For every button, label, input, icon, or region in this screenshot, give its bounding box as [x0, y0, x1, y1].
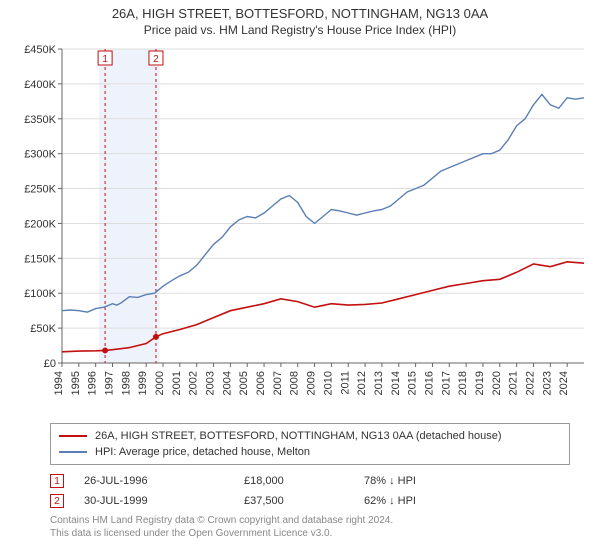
- svg-text:2017: 2017: [440, 371, 452, 395]
- svg-text:2000: 2000: [154, 371, 166, 395]
- svg-text:2002: 2002: [188, 371, 200, 395]
- svg-text:£400K: £400K: [24, 79, 56, 91]
- svg-text:2010: 2010: [322, 371, 334, 395]
- svg-text:2001: 2001: [171, 371, 183, 395]
- attribution-line-1: Contains HM Land Registry data © Crown c…: [50, 515, 586, 528]
- svg-text:1994: 1994: [53, 371, 65, 395]
- legend-swatch: [59, 435, 87, 437]
- svg-text:£300K: £300K: [24, 149, 56, 161]
- event-table: 1 26-JUL-1996 £18,000 78% ↓ HPI 2 30-JUL-1999…: [50, 471, 586, 511]
- svg-text:£250K: £250K: [24, 184, 56, 196]
- legend-row: 26A, HIGH STREET, BOTTESFORD, NOTTINGHAM…: [59, 428, 561, 444]
- svg-text:2016: 2016: [423, 371, 435, 395]
- svg-text:1997: 1997: [104, 371, 116, 395]
- event-point: [153, 334, 159, 340]
- event-price: £18,000: [244, 475, 344, 487]
- svg-text:2006: 2006: [255, 371, 267, 395]
- chart-subtitle: Price paid vs. HM Land Registry's House …: [10, 23, 590, 37]
- svg-text:2012: 2012: [356, 371, 368, 395]
- svg-text:2014: 2014: [390, 371, 402, 395]
- svg-text:2021: 2021: [508, 371, 520, 395]
- chart-container: £0 £50K £100K £150K £200K £250K £300K £350K £400…: [10, 43, 590, 413]
- svg-text:2024: 2024: [558, 371, 570, 395]
- svg-text:2008: 2008: [289, 371, 301, 395]
- chart-title: 26A, HIGH STREET, BOTTESFORD, NOTTINGHAM…: [10, 6, 590, 21]
- event-price: £37,500: [244, 495, 344, 507]
- attribution: Contains HM Land Registry data © Crown c…: [50, 515, 586, 540]
- svg-text:1995: 1995: [70, 371, 82, 395]
- legend-swatch: [59, 451, 87, 453]
- svg-text:1999: 1999: [137, 371, 149, 395]
- event-date: 26-JUL-1996: [84, 475, 224, 487]
- legend: 26A, HIGH STREET, BOTTESFORD, NOTTINGHAM…: [50, 423, 570, 465]
- svg-text:2022: 2022: [524, 371, 536, 395]
- svg-text:2011: 2011: [339, 371, 351, 395]
- svg-text:2009: 2009: [306, 371, 318, 395]
- legend-label: 26A, HIGH STREET, BOTTESFORD, NOTTINGHAM…: [95, 430, 502, 442]
- svg-text:£100K: £100K: [24, 288, 56, 300]
- svg-text:2: 2: [153, 54, 159, 65]
- event-marker-badge: 1: [50, 474, 64, 488]
- svg-text:2015: 2015: [407, 371, 419, 395]
- svg-text:£350K: £350K: [24, 114, 56, 126]
- event-marker-badge: 2: [50, 494, 64, 508]
- legend-label: HPI: Average price, detached house, Melt…: [95, 446, 310, 458]
- highlight-band: [99, 49, 160, 363]
- svg-text:2005: 2005: [238, 371, 250, 395]
- svg-text:2023: 2023: [541, 371, 553, 395]
- svg-text:£200K: £200K: [24, 218, 56, 230]
- svg-text:2003: 2003: [205, 371, 217, 395]
- svg-text:1: 1: [102, 54, 108, 65]
- event-pct: 78% ↓ HPI: [364, 475, 484, 487]
- svg-text:£450K: £450K: [24, 44, 56, 56]
- event-date: 30-JUL-1999: [84, 495, 224, 507]
- svg-text:2018: 2018: [457, 371, 469, 395]
- svg-text:£50K: £50K: [30, 323, 56, 335]
- svg-text:2004: 2004: [221, 371, 233, 395]
- svg-text:1996: 1996: [87, 371, 99, 395]
- attribution-line-2: This data is licensed under the Open Gov…: [50, 528, 586, 541]
- event-row: 2 30-JUL-1999 £37,500 62% ↓ HPI: [50, 491, 586, 511]
- svg-text:2007: 2007: [272, 371, 284, 395]
- price-chart: £0 £50K £100K £150K £200K £250K £300K £350K £400…: [10, 43, 590, 413]
- event-pct: 62% ↓ HPI: [364, 495, 484, 507]
- svg-text:1998: 1998: [120, 371, 132, 395]
- svg-text:2019: 2019: [474, 371, 486, 395]
- event-row: 1 26-JUL-1996 £18,000 78% ↓ HPI: [50, 471, 586, 491]
- svg-text:2020: 2020: [491, 371, 503, 395]
- svg-text:£0: £0: [44, 358, 56, 370]
- svg-text:£150K: £150K: [24, 253, 56, 265]
- legend-row: HPI: Average price, detached house, Melt…: [59, 444, 561, 460]
- svg-text:2013: 2013: [373, 371, 385, 395]
- event-point: [102, 347, 108, 353]
